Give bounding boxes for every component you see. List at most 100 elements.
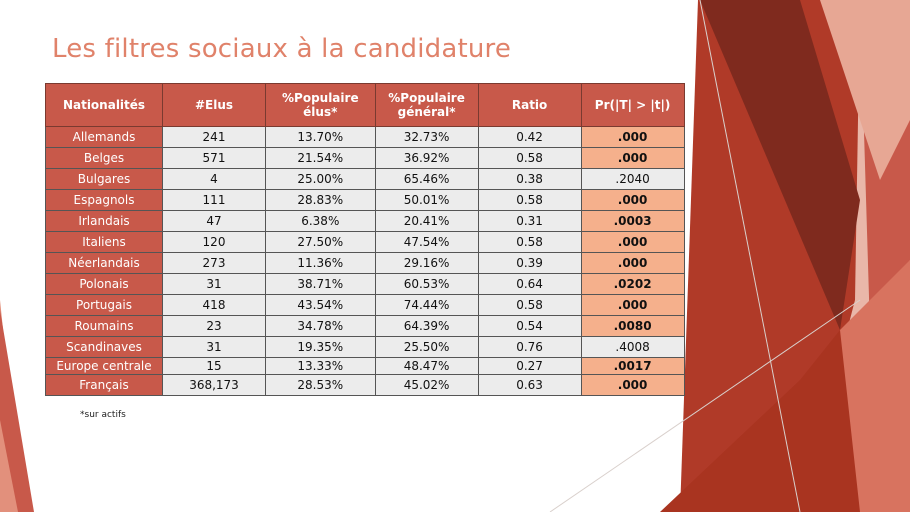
cell-pop-elus: 11.36% [265,252,376,274]
cell-pvalue: .0017 [580,357,685,375]
table-row: Allemands 241 13.70% 32.73% 0.42 .000 [45,126,685,148]
cell-pvalue: .0080 [580,315,685,337]
cell-elus: 571 [162,147,266,169]
cell-nationality: Espagnols [45,189,163,211]
cell-nationality: Roumains [45,315,163,337]
cell-nationality: Néerlandais [45,252,163,274]
table-header-row: Nationalités #Elus %Populaire élus* %Pop… [45,83,685,127]
cell-ratio: 0.42 [477,126,582,148]
cell-pop-elus: 25.00% [265,168,376,190]
cell-ratio: 0.38 [477,168,582,190]
cell-elus: 4 [162,168,266,190]
header-ratio: Ratio [477,83,582,127]
cell-pop-elus: 6.38% [265,210,376,232]
cell-elus: 120 [162,231,266,253]
cell-nationality: Scandinaves [45,336,163,358]
table-row: Polonais 31 38.71% 60.53% 0.64 .0202 [45,273,685,295]
cell-ratio: 0.27 [477,357,582,375]
slide-title: Les filtres sociaux à la candidature [52,34,512,64]
cell-pop-elus: 19.35% [265,336,376,358]
cell-pop-elus: 21.54% [265,147,376,169]
cell-pvalue: .000 [580,231,685,253]
cell-pvalue: .000 [580,189,685,211]
cell-pvalue: .000 [580,252,685,274]
cell-nationality: Belges [45,147,163,169]
cell-pop-general: 74.44% [374,294,479,316]
table-row: Irlandais 47 6.38% 20.41% 0.31 .0003 [45,210,685,232]
cell-pop-elus: 38.71% [265,273,376,295]
cell-elus: 241 [162,126,266,148]
cell-nationality: Italiens [45,231,163,253]
table-row: Néerlandais 273 11.36% 29.16% 0.39 .000 [45,252,685,274]
cell-pvalue: .4008 [580,336,685,358]
cell-pop-general: 45.02% [374,374,479,396]
header-pop-elus: %Populaire élus* [265,83,376,127]
cell-nationality: Bulgares [45,168,163,190]
cell-pop-general: 64.39% [374,315,479,337]
table-row: Bulgares 4 25.00% 65.46% 0.38 .2040 [45,168,685,190]
cell-pop-general: 32.73% [374,126,479,148]
table-row: Roumains 23 34.78% 64.39% 0.54 .0080 [45,315,685,337]
cell-pvalue: .000 [580,126,685,148]
cell-nationality: Portugais [45,294,163,316]
cell-ratio: 0.58 [477,189,582,211]
cell-pvalue: .0003 [580,210,685,232]
cell-pop-elus: 13.33% [265,357,376,375]
cell-elus: 23 [162,315,266,337]
cell-elus: 368,173 [162,374,266,396]
cell-pvalue: .000 [580,374,685,396]
cell-ratio: 0.63 [477,374,582,396]
cell-pop-elus: 13.70% [265,126,376,148]
cell-pvalue: .000 [580,294,685,316]
cell-pop-elus: 27.50% [265,231,376,253]
cell-pop-elus: 34.78% [265,315,376,337]
cell-elus: 31 [162,273,266,295]
cell-pop-elus: 28.53% [265,374,376,396]
cell-pop-general: 60.53% [374,273,479,295]
cell-pop-elus: 28.83% [265,189,376,211]
cell-ratio: 0.58 [477,147,582,169]
cell-nationality: Français [45,374,163,396]
header-pop-general: %Populaire général* [374,83,479,127]
cell-pop-elus: 43.54% [265,294,376,316]
cell-pop-general: 36.92% [374,147,479,169]
cell-pop-general: 20.41% [374,210,479,232]
header-pvalue: Pr(|T| > |t|) [580,83,685,127]
cell-nationality: Europe centrale [45,357,163,375]
cell-nationality: Irlandais [45,210,163,232]
table-row: Portugais 418 43.54% 74.44% 0.58 .000 [45,294,685,316]
table-row: Europe centrale 15 13.33% 48.47% 0.27 .0… [45,357,685,375]
cell-pvalue: .2040 [580,168,685,190]
header-elus: #Elus [162,83,266,127]
cell-ratio: 0.64 [477,273,582,295]
results-table: Nationalités #Elus %Populaire élus* %Pop… [45,83,685,396]
cell-pop-general: 47.54% [374,231,479,253]
cell-pop-general: 50.01% [374,189,479,211]
cell-ratio: 0.76 [477,336,582,358]
table-row: Français 368,173 28.53% 45.02% 0.63 .000 [45,374,685,396]
cell-elus: 31 [162,336,266,358]
cell-pop-general: 48.47% [374,357,479,375]
table-row: Italiens 120 27.50% 47.54% 0.58 .000 [45,231,685,253]
header-nationalites: Nationalités [45,83,163,127]
cell-ratio: 0.31 [477,210,582,232]
table-row: Belges 571 21.54% 36.92% 0.58 .000 [45,147,685,169]
cell-pvalue: .0202 [580,273,685,295]
cell-ratio: 0.54 [477,315,582,337]
cell-elus: 47 [162,210,266,232]
cell-elus: 111 [162,189,266,211]
cell-ratio: 0.58 [477,231,582,253]
table-row: Espagnols 111 28.83% 50.01% 0.58 .000 [45,189,685,211]
table-row: Scandinaves 31 19.35% 25.50% 0.76 .4008 [45,336,685,358]
cell-nationality: Allemands [45,126,163,148]
cell-pop-general: 25.50% [374,336,479,358]
cell-pvalue: .000 [580,147,685,169]
footnote: *sur actifs [80,410,126,420]
cell-elus: 273 [162,252,266,274]
cell-ratio: 0.39 [477,252,582,274]
cell-pop-general: 29.16% [374,252,479,274]
cell-pop-general: 65.46% [374,168,479,190]
cell-elus: 15 [162,357,266,375]
cell-elus: 418 [162,294,266,316]
cell-nationality: Polonais [45,273,163,295]
